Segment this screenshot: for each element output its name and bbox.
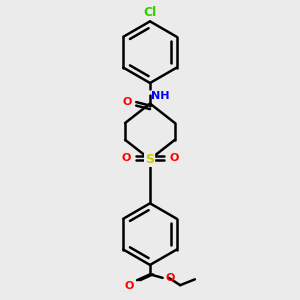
Text: O: O — [165, 273, 175, 283]
Text: S: S — [146, 153, 154, 167]
Text: N: N — [146, 154, 154, 164]
Text: O: O — [125, 281, 134, 291]
Text: O: O — [122, 97, 131, 107]
Text: O: O — [122, 153, 131, 163]
Text: Cl: Cl — [143, 6, 157, 19]
Text: NH: NH — [152, 91, 170, 101]
Text: O: O — [169, 153, 178, 163]
